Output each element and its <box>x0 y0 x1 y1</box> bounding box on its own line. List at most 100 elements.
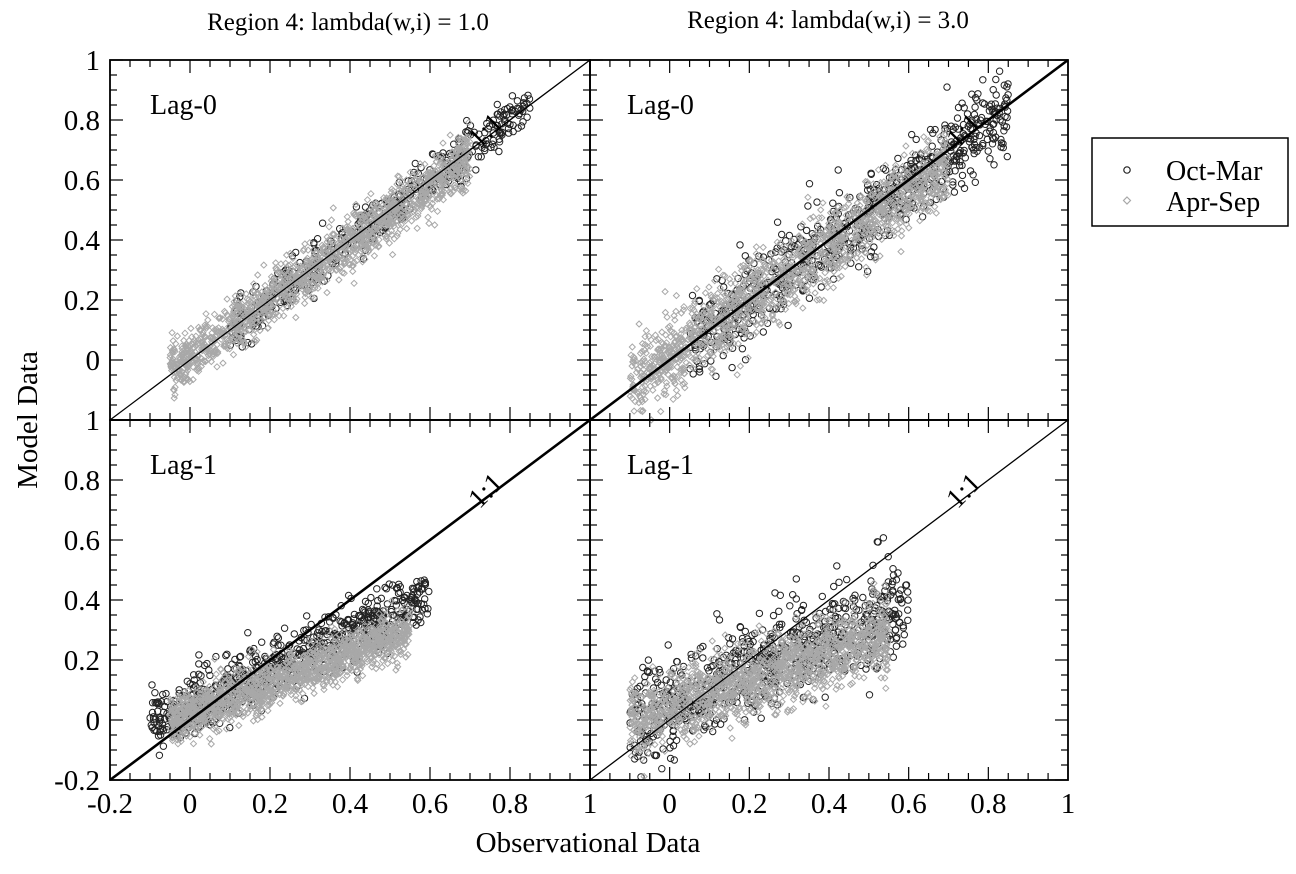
point-oct-mar <box>695 297 703 305</box>
point-apr-sep <box>192 338 200 346</box>
point-apr-sep <box>181 329 189 337</box>
point-apr-sep <box>456 158 464 167</box>
point-apr-sep <box>348 252 357 260</box>
point-apr-sep <box>361 210 370 219</box>
point-apr-sep <box>441 168 449 176</box>
point-oct-mar <box>958 99 966 107</box>
point-apr-sep <box>398 177 406 186</box>
point-apr-sep <box>466 164 474 173</box>
point-oct-mar <box>882 166 890 174</box>
point-apr-sep <box>673 391 682 400</box>
point-oct-mar <box>918 213 927 221</box>
point-apr-sep <box>307 293 316 302</box>
point-apr-sep <box>413 185 422 194</box>
point-apr-sep <box>449 162 457 171</box>
point-apr-sep <box>435 194 444 203</box>
point-apr-sep <box>391 214 399 222</box>
point-oct-mar <box>696 368 704 376</box>
point-apr-sep <box>799 304 807 312</box>
point-oct-mar <box>280 624 289 632</box>
point-apr-sep <box>787 240 795 249</box>
point-apr-sep <box>359 237 368 246</box>
point-apr-sep <box>286 249 294 258</box>
point-oct-mar <box>481 146 489 155</box>
point-apr-sep <box>212 325 221 334</box>
point-apr-sep <box>190 344 198 352</box>
point-apr-sep <box>260 261 268 269</box>
point-apr-sep <box>319 264 327 272</box>
point-oct-mar <box>973 147 981 155</box>
point-oct-mar <box>1003 152 1011 161</box>
point-oct-mar <box>519 107 527 116</box>
point-apr-sep <box>387 192 395 201</box>
point-apr-sep <box>905 224 913 232</box>
point-oct-mar <box>805 180 814 188</box>
point-apr-sep <box>424 213 432 222</box>
point-oct-mar <box>197 672 205 680</box>
point-oct-mar <box>908 130 916 139</box>
point-apr-sep <box>192 332 200 340</box>
point-oct-mar <box>813 198 821 206</box>
point-apr-sep <box>387 230 396 239</box>
point-oct-mar <box>313 235 322 243</box>
point-apr-sep <box>459 136 468 144</box>
point-apr-sep <box>323 233 331 241</box>
point-apr-sep <box>364 241 373 250</box>
point-apr-sep <box>219 359 227 367</box>
point-apr-sep <box>184 341 193 350</box>
point-apr-sep <box>829 283 838 292</box>
point-apr-sep <box>281 292 290 300</box>
point-apr-sep <box>178 358 186 366</box>
point-apr-sep <box>183 363 191 371</box>
point-oct-mar <box>525 95 534 103</box>
point-oct-mar <box>953 114 962 122</box>
point-oct-mar <box>951 167 959 175</box>
point-apr-sep <box>930 202 939 211</box>
point-apr-sep <box>335 253 344 262</box>
point-oct-mar <box>966 135 975 143</box>
point-apr-sep <box>352 210 360 219</box>
point-apr-sep <box>328 258 337 267</box>
point-oct-mar <box>866 252 875 261</box>
point-apr-sep <box>323 288 331 297</box>
point-apr-sep <box>303 258 311 267</box>
point-apr-sep <box>464 179 472 188</box>
point-apr-sep <box>385 239 394 247</box>
point-oct-mar <box>495 138 504 146</box>
point-oct-mar <box>509 127 517 136</box>
point-apr-sep <box>340 269 348 277</box>
point-apr-sep <box>284 261 293 270</box>
point-apr-sep <box>337 247 346 256</box>
point-apr-sep <box>432 157 441 166</box>
point-oct-mar <box>966 167 975 175</box>
point-apr-sep <box>231 332 239 341</box>
point-apr-sep <box>437 151 445 159</box>
point-oct-mar <box>493 100 501 109</box>
point-oct-mar <box>1003 107 1012 115</box>
point-apr-sep <box>900 151 908 159</box>
point-apr-sep <box>215 314 223 322</box>
point-apr-sep <box>289 268 297 276</box>
point-apr-sep <box>330 230 338 238</box>
point-apr-sep <box>323 276 331 285</box>
point-apr-sep <box>426 202 435 211</box>
point-apr-sep <box>281 279 289 288</box>
point-apr-sep <box>246 315 255 323</box>
point-apr-sep <box>211 345 220 354</box>
point-apr-sep <box>171 391 179 399</box>
point-apr-sep <box>733 371 741 379</box>
point-apr-sep <box>351 243 360 252</box>
point-apr-sep <box>661 287 669 296</box>
point-apr-sep <box>201 322 210 331</box>
point-apr-sep <box>397 182 406 190</box>
point-oct-mar <box>949 125 957 133</box>
point-apr-sep <box>256 326 264 335</box>
point-oct-mar <box>411 159 419 168</box>
point-apr-sep <box>418 191 427 199</box>
point-apr-sep <box>337 263 345 271</box>
point-apr-sep <box>387 219 396 228</box>
point-oct-mar <box>236 293 244 301</box>
point-apr-sep <box>455 144 464 152</box>
point-apr-sep <box>705 283 713 291</box>
point-apr-sep <box>454 172 463 180</box>
